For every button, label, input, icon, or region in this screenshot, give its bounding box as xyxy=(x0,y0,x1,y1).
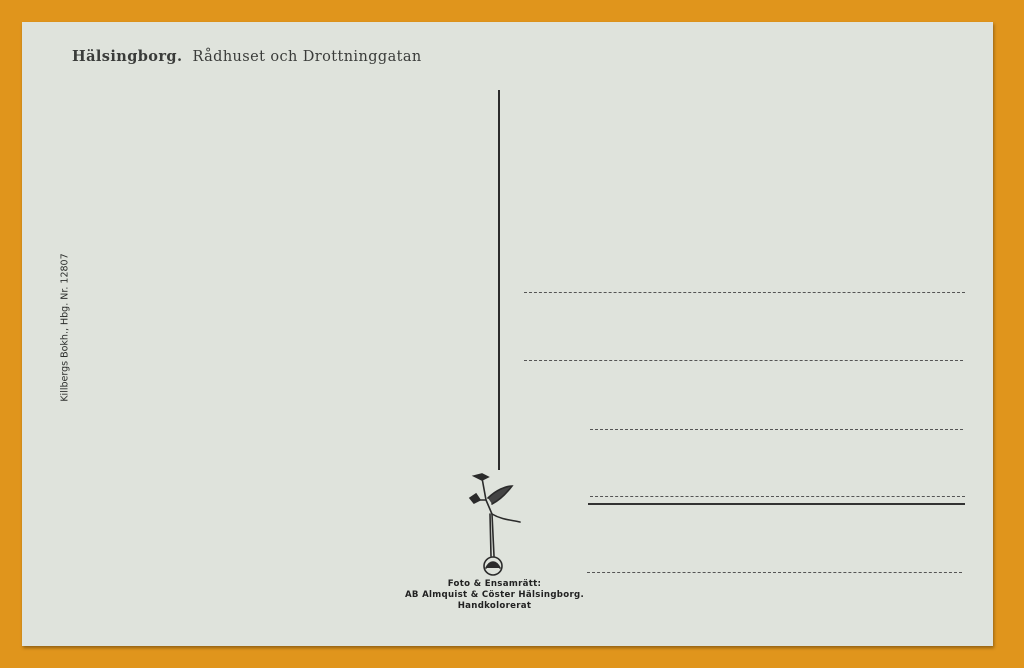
mercury-figure-on-globe-icon xyxy=(468,473,521,576)
address-line-1 xyxy=(524,292,965,293)
caption-place: Hälsingborg. xyxy=(72,48,183,65)
postcard-caption: Hälsingborg. Rådhuset och Drottninggatan xyxy=(72,48,422,65)
address-line-2 xyxy=(524,360,963,361)
caption-subject: Rådhuset och Drottninggatan xyxy=(192,49,422,65)
publisher-imprint: Killbergs Bokh., Hbg. Nr. 12807 xyxy=(59,253,71,402)
photo-credits: Foto & Ensamrätt: AB Almquist & Cöster H… xyxy=(362,579,627,612)
credits-line-3: Handkolorerat xyxy=(457,601,532,611)
address-line-4 xyxy=(590,496,965,497)
postcard-back: Hälsingborg. Rådhuset och Drottninggatan… xyxy=(22,22,993,646)
address-line-solid xyxy=(588,503,965,505)
address-line-5 xyxy=(587,572,962,573)
center-divider xyxy=(498,90,500,470)
credits-line-2: AB Almquist & Cöster Hälsingborg. xyxy=(404,590,585,600)
credits-line-1: Foto & Ensamrätt: xyxy=(447,579,542,589)
address-line-3 xyxy=(590,429,963,430)
